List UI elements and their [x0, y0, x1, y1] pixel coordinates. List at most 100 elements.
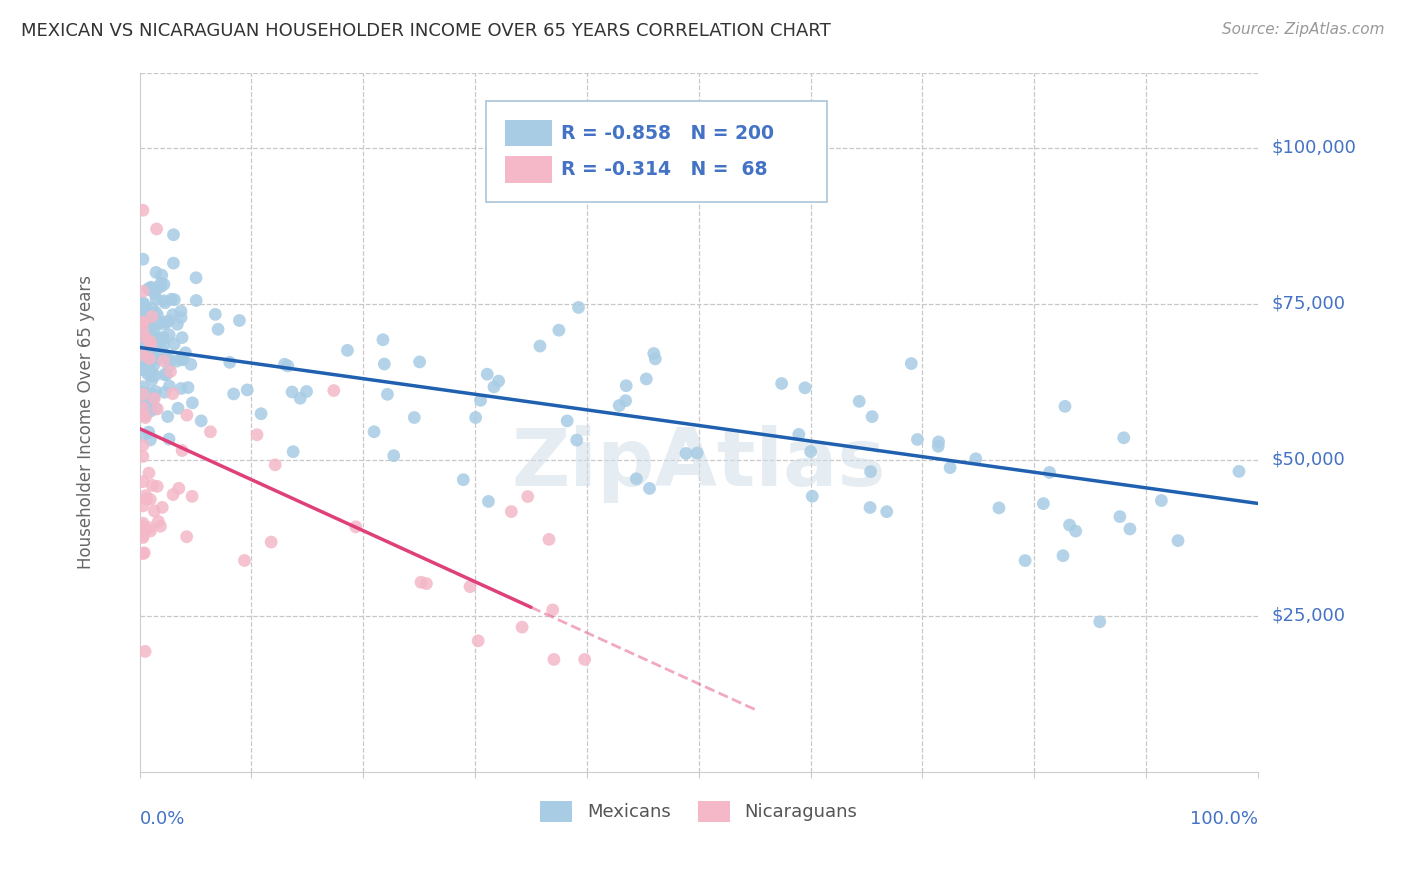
Point: [377, 387, 399, 401]
Point: [184, 270, 207, 285]
Text: ZipAtlas: ZipAtlas: [512, 425, 886, 503]
Point: [149, 276, 172, 290]
Point: [132, 450, 155, 464]
Point: [295, 384, 318, 399]
Point: [135, 323, 157, 337]
Point: [155, 315, 177, 329]
Point: [142, 388, 165, 402]
Point: [132, 310, 155, 325]
Point: [1014, 553, 1036, 567]
Point: [246, 427, 269, 442]
Point: [141, 478, 163, 492]
Point: [167, 481, 190, 495]
Point: [138, 386, 160, 401]
Text: 100.0%: 100.0%: [1189, 810, 1258, 828]
Point: [136, 355, 159, 369]
Point: [162, 308, 184, 322]
Point: [614, 378, 637, 392]
Point: [136, 390, 159, 404]
Point: [166, 354, 188, 368]
Point: [516, 490, 538, 504]
Point: [153, 295, 176, 310]
Point: [143, 349, 166, 363]
Point: [200, 425, 222, 439]
Point: [643, 346, 665, 360]
Point: [139, 318, 162, 332]
Point: [371, 333, 394, 347]
Point: [876, 505, 898, 519]
Point: [156, 409, 179, 424]
Point: [150, 333, 173, 347]
Point: [939, 460, 962, 475]
Point: [281, 384, 304, 399]
Point: [135, 492, 157, 507]
Point: [638, 482, 661, 496]
Point: [138, 351, 160, 366]
Text: $100,000: $100,000: [1271, 139, 1357, 157]
Point: [260, 535, 283, 549]
Point: [132, 407, 155, 421]
Text: R = -0.858   N = 200: R = -0.858 N = 200: [561, 124, 775, 143]
Point: [477, 494, 499, 508]
Point: [139, 524, 162, 538]
Point: [149, 349, 172, 363]
Point: [146, 351, 169, 366]
Text: $50,000: $50,000: [1271, 450, 1346, 469]
Point: [176, 530, 198, 544]
Point: [143, 368, 166, 383]
Point: [141, 326, 163, 341]
Point: [141, 301, 163, 315]
Point: [149, 347, 172, 361]
Point: [134, 310, 156, 324]
Point: [860, 409, 883, 424]
Point: [132, 348, 155, 362]
Point: [145, 222, 167, 236]
Point: [290, 391, 312, 405]
Point: [172, 330, 194, 344]
Point: [567, 301, 589, 315]
Point: [181, 489, 204, 503]
Point: [548, 323, 571, 337]
Point: [146, 317, 169, 331]
Point: [139, 334, 162, 349]
Point: [162, 256, 184, 270]
Point: [132, 396, 155, 410]
Point: [859, 500, 882, 515]
Point: [139, 281, 162, 295]
Point: [139, 404, 162, 418]
Point: [477, 368, 499, 382]
Point: [152, 293, 174, 308]
Point: [138, 425, 160, 439]
Point: [541, 603, 564, 617]
Point: [142, 353, 165, 368]
Point: [146, 338, 169, 352]
Point: [134, 300, 156, 314]
Point: [900, 357, 922, 371]
Point: [157, 314, 180, 328]
Point: [153, 337, 176, 351]
Point: [132, 428, 155, 442]
Point: [543, 652, 565, 666]
Point: [143, 346, 166, 360]
Point: [228, 313, 250, 327]
Point: [157, 379, 180, 393]
Point: [172, 352, 194, 367]
Point: [614, 393, 637, 408]
Point: [143, 504, 166, 518]
Point: [801, 489, 824, 503]
Point: [132, 351, 155, 366]
Point: [273, 357, 295, 371]
Point: [218, 355, 240, 369]
Point: [236, 383, 259, 397]
Point: [134, 337, 156, 351]
Point: [170, 310, 193, 325]
Point: [145, 265, 167, 279]
Point: [145, 282, 167, 296]
Point: [139, 433, 162, 447]
Point: [132, 516, 155, 531]
Point: [344, 520, 367, 534]
Point: [162, 227, 184, 242]
Point: [233, 553, 256, 567]
Point: [1112, 431, 1135, 445]
Point: [636, 372, 658, 386]
